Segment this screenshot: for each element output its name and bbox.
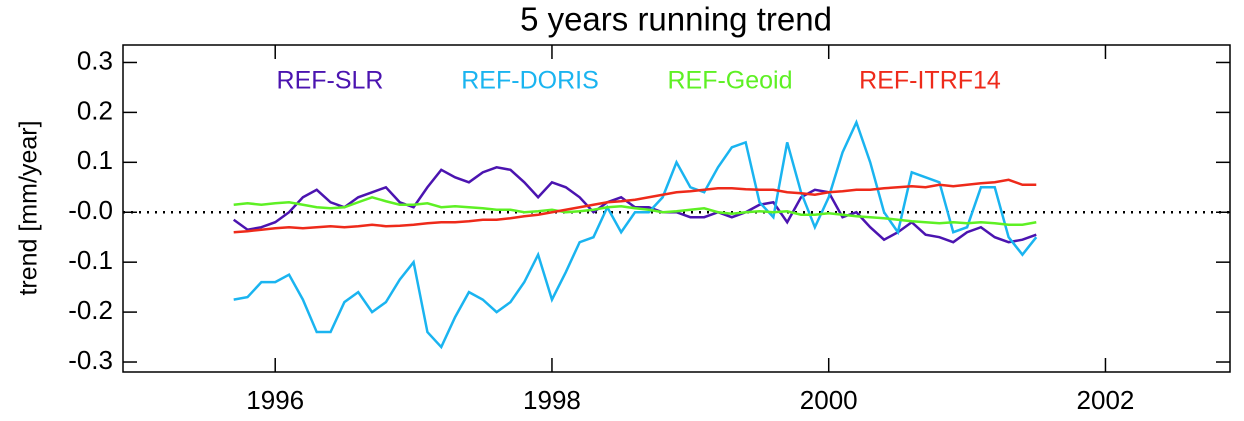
legend-entry: REF-ITRF14	[859, 67, 1001, 95]
y-tick-label: -0.1	[68, 245, 113, 275]
y-tick-label: 0.1	[77, 145, 113, 175]
legend-entry: REF-DORIS	[461, 67, 599, 95]
plot-frame	[122, 44, 1231, 373]
chart-title: 5 years running trend	[520, 1, 832, 38]
y-tick-label: -0.0	[68, 195, 113, 225]
y-tick-label: 0.3	[77, 45, 113, 75]
legend-entry: REF-SLR	[277, 67, 384, 95]
y-tick-label: -0.2	[68, 295, 113, 325]
y-tick-label: -0.3	[68, 345, 113, 375]
y-tick-label: 0.2	[77, 95, 113, 125]
x-tick-label: 1998	[523, 385, 581, 415]
x-tick-label: 2000	[800, 385, 858, 415]
legend-entry: REF-Geoid	[667, 67, 792, 95]
y-axis-label: trend [mm/year]	[15, 120, 43, 295]
x-tick-label: 1996	[246, 385, 304, 415]
series-line	[233, 195, 1037, 226]
series-line	[233, 119, 1038, 350]
x-tick-label: 2002	[1077, 385, 1135, 415]
series-line	[233, 178, 1037, 234]
